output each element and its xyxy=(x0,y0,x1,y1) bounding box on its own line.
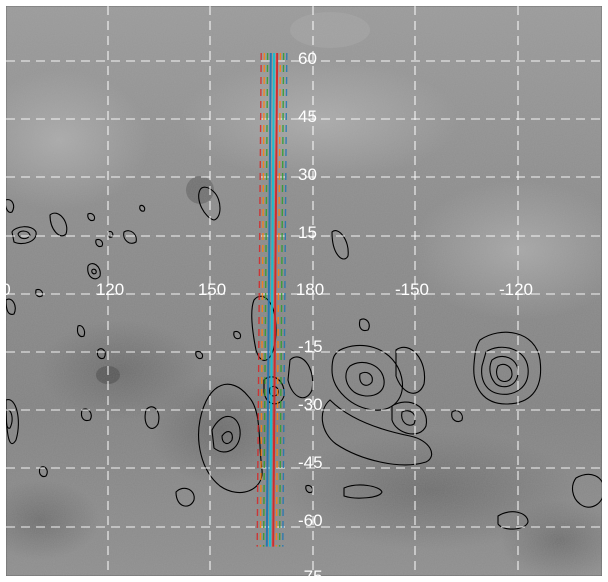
lon-label-180: 180 xyxy=(296,280,324,299)
contour xyxy=(91,268,97,275)
contour xyxy=(6,298,16,315)
contour xyxy=(123,230,137,244)
contour xyxy=(195,350,204,360)
contour xyxy=(358,318,370,332)
lat-label-neg60: -60 xyxy=(298,511,323,530)
contour xyxy=(38,466,48,478)
lat-label-45: 45 xyxy=(298,107,317,126)
contour xyxy=(211,415,241,453)
contour xyxy=(11,226,37,245)
contour xyxy=(233,330,242,340)
contour xyxy=(481,346,529,395)
lunar-basemap xyxy=(6,6,602,576)
contour xyxy=(345,362,385,397)
contour xyxy=(359,371,373,386)
contour xyxy=(495,363,513,383)
contour xyxy=(331,230,349,260)
lat-label-30: 30 xyxy=(298,165,317,184)
contour xyxy=(6,199,15,213)
lon-label-neg150: -150 xyxy=(395,280,429,299)
track-line xyxy=(259,53,266,547)
contour xyxy=(198,186,221,221)
lon-label-0: 0 xyxy=(1,280,10,299)
contour xyxy=(263,376,285,405)
lat-label-neg45: -45 xyxy=(298,453,323,472)
track-line xyxy=(275,53,282,547)
lat-label-neg75: -75 xyxy=(298,567,323,582)
track-line xyxy=(265,53,272,547)
lon-label-150: 150 xyxy=(198,280,226,299)
contour xyxy=(391,401,427,435)
track-line xyxy=(278,53,285,547)
track-line xyxy=(269,53,275,547)
contour xyxy=(80,408,92,422)
track-line xyxy=(256,53,262,547)
graticule xyxy=(6,6,602,576)
contour xyxy=(87,212,96,222)
contour xyxy=(96,348,106,360)
contour xyxy=(144,406,160,429)
contour xyxy=(395,346,426,394)
contour xyxy=(198,383,263,494)
contour xyxy=(401,410,416,426)
contour xyxy=(473,331,542,405)
orbital-track xyxy=(256,53,288,547)
track-line xyxy=(272,53,279,547)
contour xyxy=(76,325,86,338)
contour xyxy=(321,399,433,466)
contour xyxy=(287,356,314,399)
contour xyxy=(175,487,195,507)
graticule-labels: 60 45 30 15 -15 -30 -45 -60 -75 0 120 15… xyxy=(1,49,533,582)
contour xyxy=(139,204,146,212)
track-line xyxy=(282,53,288,547)
lat-label-60: 60 xyxy=(298,49,317,68)
contour xyxy=(489,355,519,388)
contour xyxy=(571,473,602,508)
contour xyxy=(95,238,104,248)
contour xyxy=(343,484,383,499)
lon-label-neg120: -120 xyxy=(499,280,533,299)
contour xyxy=(87,263,101,280)
contour xyxy=(221,431,233,445)
contour xyxy=(6,409,13,429)
contour xyxy=(451,410,463,423)
lat-label-neg30: -30 xyxy=(298,395,323,414)
lat-label-neg15: -15 xyxy=(298,337,323,356)
contour xyxy=(305,484,314,494)
lat-label-15: 15 xyxy=(298,223,317,242)
track-line xyxy=(262,53,269,547)
contour xyxy=(49,212,68,237)
contour xyxy=(17,230,31,240)
lon-label-120: 120 xyxy=(96,280,124,299)
